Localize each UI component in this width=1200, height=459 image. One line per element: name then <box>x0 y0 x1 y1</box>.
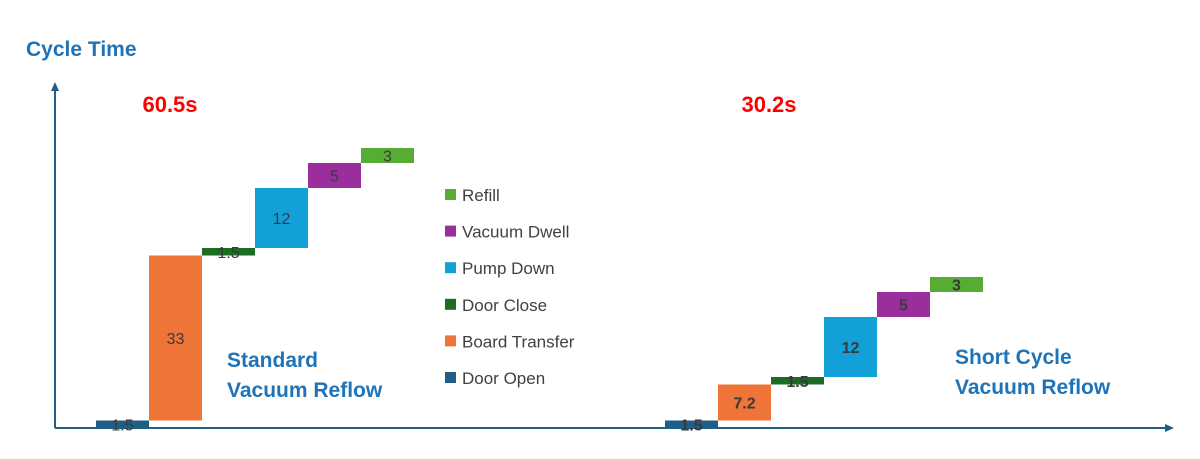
legend-label-board-transfer: Board Transfer <box>462 332 575 351</box>
total-label-short-cycle: 30.2s <box>741 92 796 117</box>
chart-title: Cycle Time <box>26 38 137 61</box>
bars-layer <box>96 148 983 428</box>
data-label-standard-vacuum-dwell: 5 <box>330 169 339 186</box>
legend-swatch-door-open <box>445 372 456 383</box>
bar-labels-layer: 1.5 33 1.5 12 5 3 1.5 7.2 1.5 12 5 3 <box>111 149 961 435</box>
bar-short-cycle-vacuum-dwell <box>877 292 930 317</box>
legend-label-pump-down: Pump Down <box>462 259 555 278</box>
bar-short-cycle-refill <box>930 277 983 292</box>
legend-swatch-door-close <box>445 298 456 310</box>
bar-standard-door-close <box>202 248 255 256</box>
bar-standard-pump-down <box>255 188 308 248</box>
group-label-standard-line1: Standard <box>227 349 318 372</box>
data-label-standard-pump-down: 12 <box>273 211 291 228</box>
data-label-short-cycle-door-close: 1.5 <box>786 374 808 391</box>
group-label-short-cycle-line1: Short Cycle <box>955 346 1072 369</box>
total-label-standard: 60.5s <box>142 92 197 117</box>
bar-short-cycle-door-close <box>771 377 824 385</box>
data-label-standard-door-open: 1.5 <box>111 417 133 434</box>
data-label-standard-board-transfer: 33 <box>167 331 185 348</box>
group-label-standard-line2: Vacuum Reflow <box>227 379 383 402</box>
legend-swatch-pump-down <box>445 262 456 274</box>
data-label-short-cycle-board-transfer: 7.2 <box>733 396 755 413</box>
data-label-standard-refill: 3 <box>383 149 392 166</box>
bar-standard-vacuum-dwell <box>308 163 361 188</box>
bar-standard-refill <box>361 148 414 163</box>
legend-swatch-vacuum-dwell <box>445 225 456 237</box>
legend: Refill Vacuum Dwell Pump Down Door Close Boa… <box>445 186 575 388</box>
legend-label-refill: Refill <box>462 186 500 205</box>
legend-swatch-board-transfer <box>445 335 456 347</box>
bar-standard-door-open <box>96 420 149 428</box>
data-label-short-cycle-refill: 3 <box>952 278 961 295</box>
data-label-short-cycle-vacuum-dwell: 5 <box>899 298 908 315</box>
data-label-short-cycle-pump-down: 12 <box>842 340 860 357</box>
legend-label-vacuum-dwell: Vacuum Dwell <box>462 223 569 242</box>
bar-short-cycle-board-transfer <box>718 384 771 421</box>
data-label-standard-door-close: 1.5 <box>217 245 239 262</box>
legend-label-door-open: Door Open <box>462 369 545 388</box>
bar-short-cycle-door-open <box>665 420 718 428</box>
bar-short-cycle-pump-down <box>824 317 877 377</box>
legend-swatch-refill <box>445 189 456 200</box>
data-label-short-cycle-door-open: 1.5 <box>680 417 702 434</box>
bar-standard-board-transfer <box>149 255 202 421</box>
group-label-short-cycle-line2: Vacuum Reflow <box>955 376 1111 399</box>
legend-label-door-close: Door Close <box>462 296 547 315</box>
